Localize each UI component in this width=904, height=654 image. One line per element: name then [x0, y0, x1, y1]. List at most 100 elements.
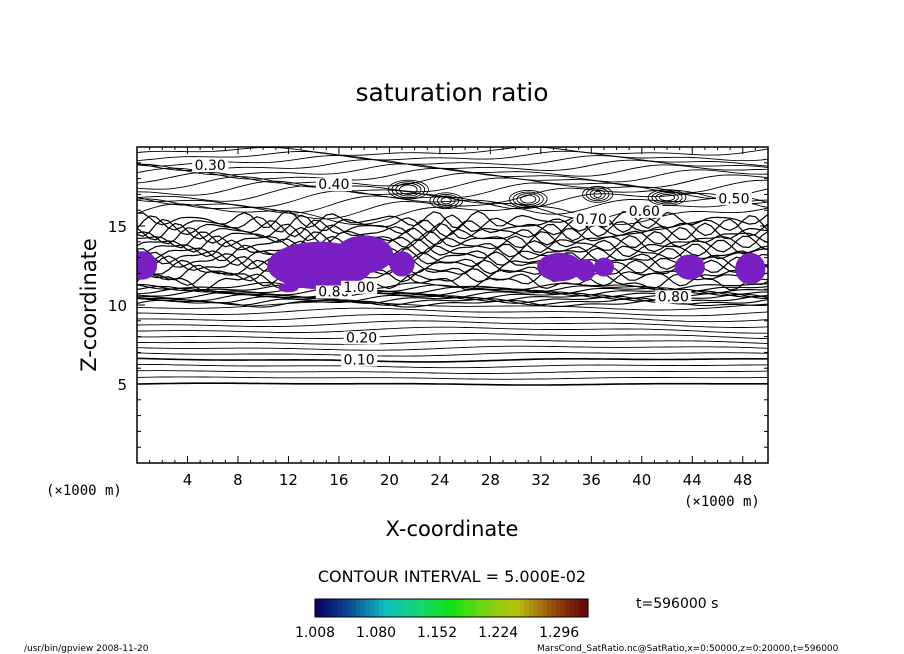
contour-line-mid — [137, 263, 768, 283]
colorbar-segment — [465, 599, 471, 617]
contour-line-upper — [137, 171, 768, 189]
supersaturation-shading — [137, 235, 766, 293]
x-tick-label: 36 — [582, 471, 601, 489]
contour-line-lower — [137, 382, 768, 386]
x-tick-label: 24 — [430, 471, 449, 489]
contour-line-upper — [137, 203, 768, 226]
colorbar-segment — [369, 599, 375, 617]
contour-line-lower — [137, 320, 768, 328]
contour-eddy — [508, 189, 548, 209]
y-tick-label: 10 — [108, 297, 127, 315]
contour-label: 0.50 — [718, 191, 749, 207]
colorbar-segment — [333, 599, 339, 617]
colorbar-segment — [524, 599, 530, 617]
colorbar-segment — [437, 599, 443, 617]
colorbar-segment — [528, 599, 534, 617]
colorbar-segment — [565, 599, 571, 617]
x-tick-label: 40 — [632, 471, 651, 489]
contour-line-lower — [137, 333, 768, 340]
y-tick-label: 5 — [117, 376, 127, 394]
contour-line-mid — [137, 210, 768, 229]
colorbar-segment — [378, 599, 384, 617]
contour-line-band — [137, 285, 768, 295]
colorbar-segment — [428, 599, 434, 617]
contour-line-lower — [137, 314, 768, 323]
contour-eddy — [593, 190, 602, 199]
contour-label-bg — [343, 331, 380, 345]
colorbar-segment — [469, 599, 475, 617]
colorbar-tick-label: 1.008 — [295, 625, 335, 641]
contour-line-lower — [137, 352, 768, 357]
contour-line-upper — [137, 163, 768, 177]
shaded-region — [137, 251, 158, 280]
colorbar-segment — [547, 599, 553, 617]
x-unit-left: (×1000 m) — [46, 483, 122, 499]
shaded-region — [335, 235, 394, 274]
shaded-region — [593, 257, 615, 277]
x-tick-label: 44 — [683, 471, 702, 489]
colorbar-segment — [537, 599, 544, 617]
contour-line-mid — [137, 214, 768, 233]
contour-line-mid — [137, 247, 768, 267]
contour-label: 0.30 — [195, 158, 226, 174]
contour-interval-text: CONTOUR INTERVAL = 5.000E-02 — [318, 567, 586, 586]
contour-label: 1.00 — [344, 280, 375, 296]
colorbar-segment — [383, 599, 389, 617]
contour-line-mid — [137, 255, 768, 275]
colorbar-segment — [328, 599, 334, 617]
colorbar-tick-label: 1.224 — [478, 625, 518, 641]
shaded-region — [674, 254, 705, 280]
colorbar-segment — [433, 599, 439, 617]
contour-line-lower — [137, 370, 768, 374]
contour-label-bg — [341, 280, 378, 294]
colorbar-segment — [360, 599, 366, 617]
contour-label-bg — [192, 159, 229, 173]
contour-line-mid — [137, 267, 768, 287]
colorbar-tick-label: 1.152 — [417, 625, 457, 641]
colorbar-segment — [519, 599, 525, 617]
x-tick-label: 20 — [380, 471, 399, 489]
contour-label: 0.40 — [318, 177, 349, 193]
shaded-region — [389, 251, 415, 277]
colorbar-segment — [574, 599, 580, 617]
x-tick-label: 12 — [279, 471, 298, 489]
colorbar-segment — [551, 599, 557, 617]
colorbar-segment — [487, 599, 494, 617]
colorbar-segment — [451, 599, 457, 617]
contour-eddy — [395, 182, 422, 197]
time-label: t=596000 s — [636, 596, 718, 612]
x-axis-ticks: 4 8 12 16 20 24 28 32 36 40 44 48 — [149, 147, 769, 489]
contour-line-upper — [137, 167, 768, 183]
contour-eddy — [391, 181, 426, 199]
colorbar-segment — [324, 599, 330, 617]
contour-line-mid — [137, 239, 768, 258]
contour-eddy — [582, 186, 614, 203]
contour-line-lower — [137, 326, 768, 334]
contour-line-lower — [137, 339, 768, 345]
contour-line-lower — [137, 357, 768, 363]
colorbar-segment — [483, 599, 489, 617]
y-tick-label: 15 — [108, 218, 127, 236]
footer-left: /usr/bin/gpview 2008-11-20 — [24, 644, 149, 654]
colorbar-segment — [346, 599, 352, 617]
x-tick-label: 28 — [481, 471, 500, 489]
colorbar-segment — [583, 599, 589, 617]
x-tick-label: 32 — [531, 471, 550, 489]
x-unit-right: (×1000 m) — [684, 494, 760, 510]
colorbar-segment — [506, 599, 512, 617]
contour-labels: 0.300.400.500.600.700.80 0.801.000.200.10 — [192, 158, 752, 368]
colorbar-segment — [492, 599, 498, 617]
contour-eddy — [387, 179, 429, 200]
colorbar-segment — [410, 599, 416, 617]
colorbar-segment — [478, 599, 484, 617]
shaded-region — [574, 259, 596, 282]
contour-label-bg — [573, 212, 610, 226]
colorbar-segment — [355, 599, 362, 617]
colorbar-segment — [365, 599, 371, 617]
contour-eddy — [512, 191, 544, 207]
contour-label: 0.10 — [344, 352, 375, 368]
contour-label: 0.60 — [629, 204, 660, 220]
colorbar-segment — [533, 599, 539, 617]
colorbar-segment — [351, 599, 357, 617]
